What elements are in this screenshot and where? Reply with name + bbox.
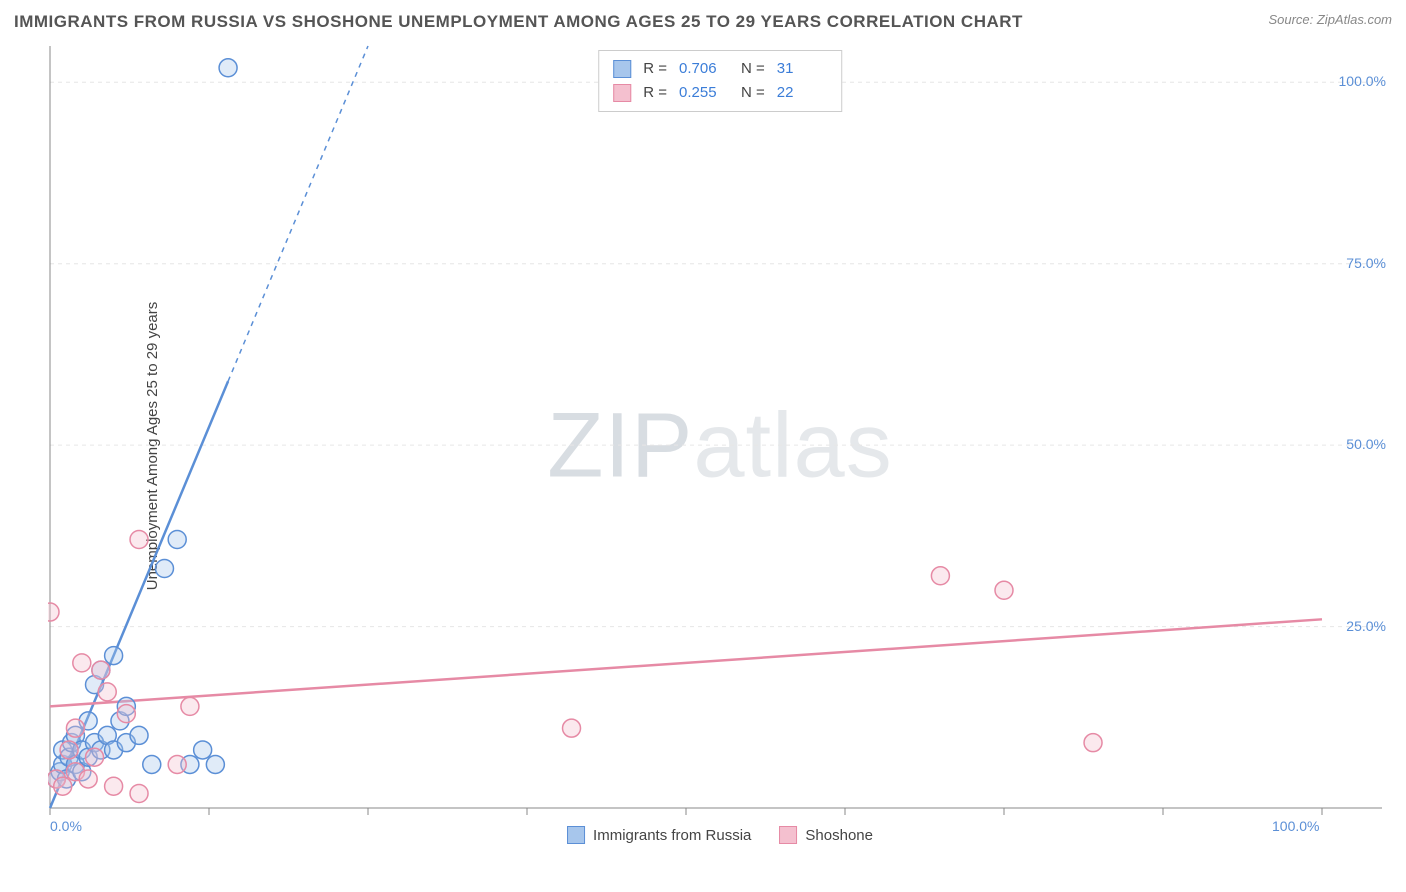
r-value-shoshone: 0.255 <box>679 81 729 105</box>
n-value-shoshone: 22 <box>777 81 827 105</box>
y-tick-label: 25.0% <box>1346 618 1386 634</box>
legend-label-shoshone: Shoshone <box>805 827 873 844</box>
chart-title: IMMIGRANTS FROM RUSSIA VS SHOSHONE UNEMP… <box>14 12 1023 32</box>
legend-row-shoshone: R = 0.255 N = 22 <box>613 81 827 105</box>
y-tick-label: 100.0% <box>1339 73 1386 89</box>
legend-item-shoshone: Shoshone <box>779 826 873 844</box>
scatter-chart <box>48 44 1392 848</box>
legend-label-russia: Immigrants from Russia <box>593 827 751 844</box>
series-legend: Immigrants from Russia Shoshone <box>567 826 873 844</box>
r-label: R = <box>643 57 667 81</box>
legend-row-russia: R = 0.706 N = 31 <box>613 57 827 81</box>
swatch-shoshone-icon <box>779 826 797 844</box>
chart-area: ZIPatlas R = 0.706 N = 31 R = 0.255 N = … <box>48 44 1392 848</box>
x-tick-label: 100.0% <box>1272 818 1319 834</box>
source-attribution: Source: ZipAtlas.com <box>1268 12 1392 27</box>
correlation-legend: R = 0.706 N = 31 R = 0.255 N = 22 <box>598 50 842 112</box>
swatch-russia <box>613 60 631 78</box>
swatch-shoshone <box>613 84 631 102</box>
legend-item-russia: Immigrants from Russia <box>567 826 751 844</box>
x-tick-label: 0.0% <box>50 818 82 834</box>
n-value-russia: 31 <box>777 57 827 81</box>
swatch-russia-icon <box>567 826 585 844</box>
y-tick-label: 75.0% <box>1346 255 1386 271</box>
n-label: N = <box>741 81 765 105</box>
r-value-russia: 0.706 <box>679 57 729 81</box>
n-label: N = <box>741 57 765 81</box>
y-tick-label: 50.0% <box>1346 436 1386 452</box>
r-label: R = <box>643 81 667 105</box>
